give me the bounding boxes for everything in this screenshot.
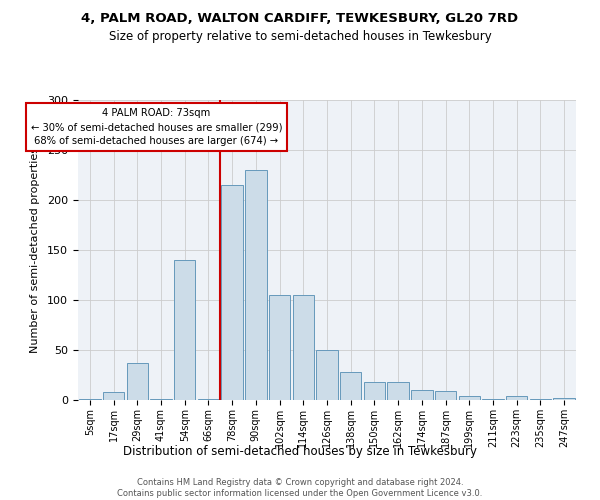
Bar [221, 185, 243, 400]
Bar [340, 372, 361, 400]
Bar [506, 396, 527, 400]
Bar [364, 382, 385, 400]
Bar [458, 396, 480, 400]
Y-axis label: Number of semi-detached properties: Number of semi-detached properties [30, 147, 40, 353]
Bar [79, 399, 101, 400]
Text: 4, PALM ROAD, WALTON CARDIFF, TEWKESBURY, GL20 7RD: 4, PALM ROAD, WALTON CARDIFF, TEWKESBURY… [82, 12, 518, 26]
Bar [388, 382, 409, 400]
Text: Size of property relative to semi-detached houses in Tewkesbury: Size of property relative to semi-detach… [109, 30, 491, 43]
Bar [103, 392, 124, 400]
Bar [482, 399, 503, 400]
Bar [530, 399, 551, 400]
Bar [411, 390, 433, 400]
Bar [127, 363, 148, 400]
Text: 4 PALM ROAD: 73sqm
← 30% of semi-detached houses are smaller (299)
68% of semi-d: 4 PALM ROAD: 73sqm ← 30% of semi-detache… [31, 108, 282, 146]
Bar [151, 399, 172, 400]
Text: Contains HM Land Registry data © Crown copyright and database right 2024.
Contai: Contains HM Land Registry data © Crown c… [118, 478, 482, 498]
Bar [245, 170, 266, 400]
Bar [293, 295, 314, 400]
Bar [269, 295, 290, 400]
Bar [198, 399, 219, 400]
Bar [316, 350, 338, 400]
Bar [174, 260, 196, 400]
Text: Distribution of semi-detached houses by size in Tewkesbury: Distribution of semi-detached houses by … [123, 444, 477, 458]
Bar [553, 398, 575, 400]
Bar [435, 391, 456, 400]
